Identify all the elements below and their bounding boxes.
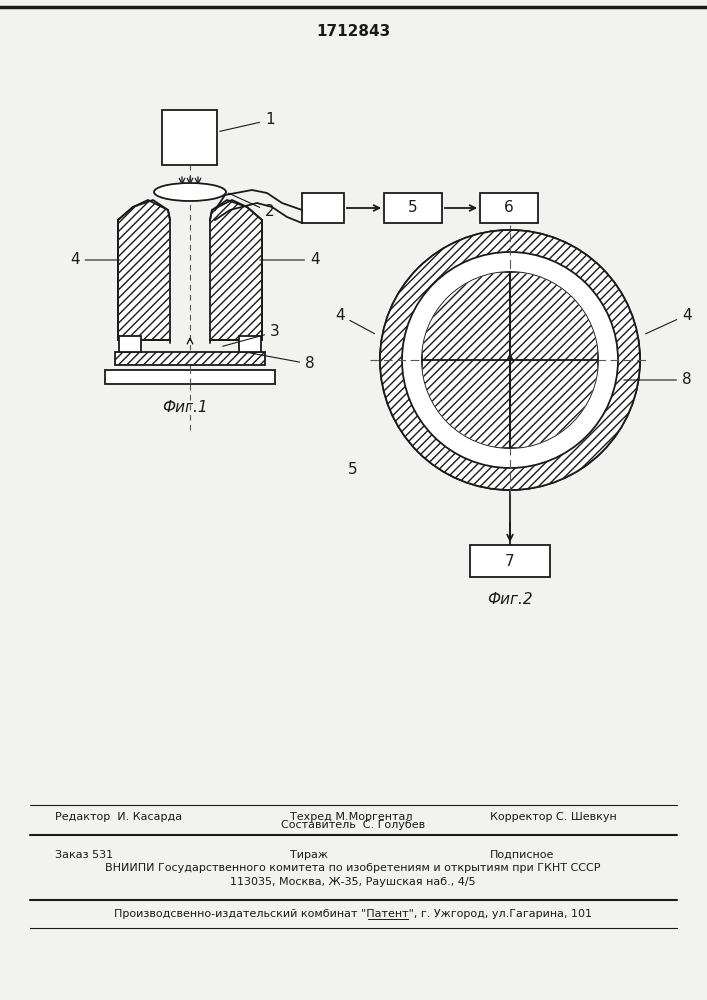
Text: Составитель  С. Голубев: Составитель С. Голубев [281, 820, 425, 830]
Circle shape [402, 252, 618, 468]
Bar [302, 193, 344, 223]
Text: 1712843: 1712843 [316, 24, 390, 39]
Text: 7: 7 [506, 554, 515, 568]
Text: Фиг.1: Фиг.1 [162, 400, 208, 416]
Bar [162, 110, 217, 165]
Text: 4: 4 [645, 308, 691, 334]
Text: 113035, Москва, Ж-35, Раушская наб., 4/5: 113035, Москва, Ж-35, Раушская наб., 4/5 [230, 877, 476, 887]
Ellipse shape [154, 183, 226, 201]
Text: 6: 6 [504, 200, 514, 216]
Text: 1: 1 [220, 112, 274, 131]
Text: 4: 4 [259, 252, 320, 267]
Text: Тираж: Тираж [290, 850, 328, 860]
Text: 5: 5 [348, 462, 358, 478]
Text: 5: 5 [408, 200, 418, 216]
Text: 2: 2 [228, 193, 274, 220]
Text: Корректор С. Шевкун: Корректор С. Шевкун [490, 812, 617, 822]
Bar [470, 545, 550, 577]
Text: Заказ 531: Заказ 531 [55, 850, 113, 860]
Polygon shape [210, 200, 262, 340]
Text: ВНИИПИ Государственного комитета по изобретениям и открытиям при ГКНТ СССР: ВНИИПИ Государственного комитета по изоб… [105, 863, 601, 873]
Text: Фиг.2: Фиг.2 [487, 591, 533, 606]
Polygon shape [118, 200, 170, 340]
Bar [480, 193, 538, 223]
Circle shape [422, 272, 598, 448]
Text: 8: 8 [624, 372, 691, 387]
Bar [119, 336, 141, 352]
Polygon shape [422, 272, 510, 448]
Text: 4: 4 [70, 252, 120, 267]
Polygon shape [510, 272, 598, 448]
Text: Техред М.Моргентал: Техред М.Моргентал [290, 812, 412, 822]
Circle shape [380, 230, 640, 490]
Text: 3: 3 [223, 324, 280, 346]
Bar [105, 370, 275, 384]
Text: 8: 8 [247, 353, 315, 371]
Bar [239, 336, 261, 352]
Text: Подписное: Подписное [490, 850, 554, 860]
Bar [384, 193, 442, 223]
Bar [115, 352, 265, 365]
Text: Производсвенно-издательский комбинат "Патент", г. Ужгород, ул.Гагарина, 101: Производсвенно-издательский комбинат "Па… [114, 909, 592, 919]
Text: 4: 4 [335, 308, 375, 334]
Circle shape [380, 230, 640, 490]
Text: Редактор  И. Касарда: Редактор И. Касарда [55, 812, 182, 822]
